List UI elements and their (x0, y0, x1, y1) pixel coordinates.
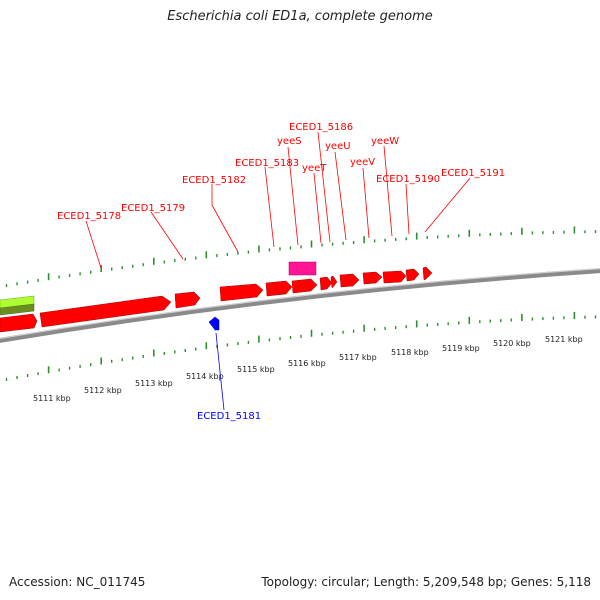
connector-eced1-5191 (424, 177, 471, 233)
kbp-label: 5117 kbp (339, 353, 377, 362)
gene-arrow (291, 278, 318, 294)
connector-yees (287, 146, 299, 246)
gene-label-yeew: yeeW (371, 136, 399, 147)
gene-label-yeev: yeeV (350, 157, 375, 168)
gene-arrow (0, 313, 38, 333)
gene-arrow (330, 275, 338, 289)
gene-label-eced1-5183: ECED1_5183 (235, 158, 299, 169)
connector-yeet (313, 172, 322, 244)
kbp-label: 5115 kbp (237, 365, 275, 374)
kbp-label: 5111 kbp (33, 394, 71, 403)
gene-label-eced1-5190: ECED1_5190 (376, 174, 440, 185)
gene-label-eced1-5179: ECED1_5179 (121, 203, 185, 214)
genome-title: Escherichia coli ED1a, complete genome (167, 9, 433, 24)
kbp-label: 5116 kbp (288, 359, 326, 368)
connector-yeev (362, 167, 370, 239)
kbp-label: 5118 kbp (391, 348, 429, 357)
accession-text: Accession: NC_011745 (9, 575, 146, 589)
label-connectors (85, 131, 471, 411)
connector-eced1-5181 (215, 332, 225, 411)
gene-label-eced1-5181: ECED1_5181 (197, 411, 261, 422)
gene-arrow (422, 266, 433, 281)
connector-yeeu (334, 151, 347, 241)
gene-label-yeeu: yeeU (325, 141, 351, 152)
gene-arrow (219, 283, 264, 302)
genome-backbone-highlight (0, 268, 600, 339)
gene-label-yees: yeeS (277, 136, 302, 147)
kbp-label: 5114 kbp (186, 372, 224, 381)
connector-eced1-5183 (264, 166, 275, 248)
connector-eced1-5178 (85, 220, 102, 269)
connector-yeew (383, 145, 393, 237)
kbp-label: 5121 kbp (545, 335, 583, 344)
gene-arrow (405, 268, 420, 282)
connector-eced1-5190 (405, 183, 410, 235)
outer-tick-marks (5, 226, 597, 288)
gene-label-yeet: yeeT (302, 163, 327, 174)
gene-arrow (39, 295, 172, 328)
gene-label-eced1-5178: ECED1_5178 (57, 211, 121, 222)
kbp-label: 5120 kbp (493, 339, 531, 348)
inner-tick-marks (5, 312, 597, 381)
kbp-scale-labels: 5111 kbp 5112 kbp 5113 kbp 5114 kbp 5115… (33, 335, 583, 403)
gene-arrow (362, 271, 383, 285)
gene-arrow (339, 273, 360, 288)
kbp-label: 5119 kbp (442, 344, 480, 353)
gene-label-eced1-5186: ECED1_5186 (289, 122, 353, 133)
genome-info-text: Topology: circular; Length: 5,209,548 bp… (261, 575, 591, 589)
gene-arrow (319, 276, 333, 291)
olive-feature (0, 303, 35, 316)
pink-feature (288, 261, 317, 276)
gene-labels: ECED1_5178 ECED1_5179 ECED1_5182 ECED1_5… (57, 122, 505, 422)
connector-eced1-5179 (150, 211, 184, 260)
gene-arrow (382, 270, 407, 284)
gene-arrow (265, 280, 293, 297)
gene-label-eced1-5191: ECED1_5191 (441, 168, 505, 179)
gene-label-eced1-5182: ECED1_5182 (182, 175, 246, 186)
gene-arrow (174, 291, 201, 309)
genome-backbone (0, 268, 600, 343)
connector-eced1-5182b (211, 204, 239, 253)
connector-eced1-5186 (317, 131, 331, 243)
kbp-label: 5113 kbp (135, 379, 173, 388)
kbp-label: 5112 kbp (84, 386, 122, 395)
reverse-gene-arrow (208, 316, 220, 331)
